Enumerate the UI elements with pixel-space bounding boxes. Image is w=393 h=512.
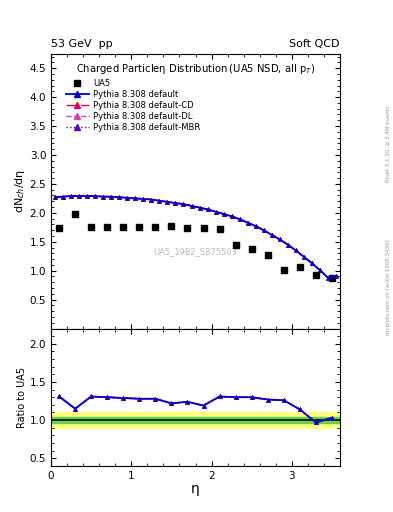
Text: UA5_1982_S875503: UA5_1982_S875503 <box>154 247 237 256</box>
Y-axis label: dN$_{ch}$/dη: dN$_{ch}$/dη <box>13 169 27 213</box>
Bar <box>51 417 340 423</box>
Text: Charged Particleη Distribution (UA5 NSD, all p$_T$): Charged Particleη Distribution (UA5 NSD,… <box>76 62 315 76</box>
Text: Rivet 3.1.10, ≥ 3.4M events: Rivet 3.1.10, ≥ 3.4M events <box>386 105 391 182</box>
Text: mcplots.cern.ch [arXiv:1306.3436]: mcplots.cern.ch [arXiv:1306.3436] <box>386 239 391 334</box>
Y-axis label: Ratio to UA5: Ratio to UA5 <box>17 367 27 428</box>
X-axis label: η: η <box>191 482 200 496</box>
Text: Soft QCD: Soft QCD <box>290 38 340 49</box>
Bar <box>51 413 340 428</box>
Legend: UA5, Pythia 8.308 default, Pythia 8.308 default-CD, Pythia 8.308 default-DL, Pyt: UA5, Pythia 8.308 default, Pythia 8.308 … <box>64 77 202 134</box>
Text: 53 GeV  pp: 53 GeV pp <box>51 38 113 49</box>
